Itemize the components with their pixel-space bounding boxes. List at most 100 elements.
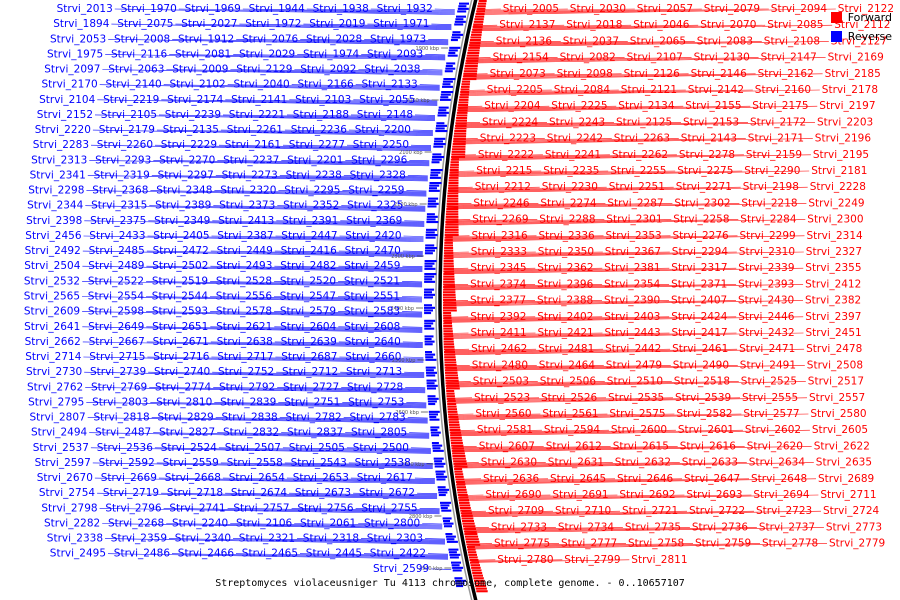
forward-gene-label[interactable]: Strvi_2517 [808, 376, 864, 388]
reverse-gene-label[interactable]: Strvi_2757 [233, 502, 289, 514]
reverse-gene-label[interactable]: Strvi_2500 [353, 442, 409, 454]
reverse-gene-label[interactable]: Strvi_2133 [361, 79, 417, 91]
reverse-gene-label[interactable]: Strvi_2754 [39, 487, 96, 499]
reverse-gene-label[interactable]: Strvi_2727 [283, 381, 339, 393]
reverse-gene-label[interactable]: Strvi_2201 [287, 154, 343, 166]
forward-gene-label[interactable]: Strvi_2612 [546, 440, 602, 452]
forward-gene-label[interactable]: Strvi_2242 [547, 133, 603, 145]
forward-gene-label[interactable]: Strvi_2336 [539, 230, 596, 242]
forward-gene-label[interactable]: Strvi_2218 [741, 197, 797, 209]
forward-gene-label[interactable]: Strvi_2430 [738, 295, 794, 307]
reverse-gene-label[interactable]: Strvi_2013 [57, 3, 113, 15]
forward-gene-label[interactable]: Strvi_2461 [672, 343, 728, 355]
forward-gene-label[interactable]: Strvi_2235 [543, 165, 599, 177]
reverse-gene-label[interactable]: Strvi_1975 [47, 48, 103, 60]
reverse-gene-label[interactable]: Strvi_2543 [291, 457, 347, 469]
reverse-gene-label[interactable]: Strvi_2670 [37, 472, 93, 484]
forward-gene-label[interactable]: Strvi_2005 [503, 3, 559, 15]
reverse-gene-label[interactable]: Strvi_2038 [364, 64, 420, 76]
reverse-gene-label[interactable]: Strvi_2832 [223, 427, 279, 439]
forward-gene-label[interactable]: Strvi_2607 [479, 440, 535, 452]
reverse-gene-label[interactable]: Strvi_2667 [89, 336, 145, 348]
reverse-gene-label[interactable]: Strvi_2617 [357, 472, 413, 484]
forward-gene-label[interactable]: Strvi_2300 [807, 214, 863, 226]
forward-gene-label[interactable]: Strvi_2424 [671, 311, 728, 323]
reverse-gene-label[interactable]: Strvi_2103 [295, 94, 351, 106]
forward-gene-label[interactable]: Strvi_2301 [606, 214, 662, 226]
reverse-gene-label[interactable]: Strvi_2063 [108, 64, 164, 76]
forward-gene-label[interactable]: Strvi_2690 [485, 489, 541, 501]
forward-gene-label[interactable]: Strvi_2287 [607, 197, 663, 209]
forward-gene-label[interactable]: Strvi_2362 [537, 262, 593, 274]
reverse-gene-label[interactable]: Strvi_2829 [157, 412, 213, 424]
reverse-gene-label[interactable]: Strvi_2520 [280, 275, 336, 287]
reverse-gene-label[interactable]: Strvi_2161 [225, 139, 281, 151]
reverse-gene-label[interactable]: Strvi_1912 [178, 33, 234, 45]
forward-gene-label[interactable]: Strvi_2602 [745, 424, 801, 436]
reverse-gene-label[interactable]: Strvi_2237 [223, 154, 279, 166]
reverse-gene-label[interactable]: Strvi_2445 [306, 548, 362, 560]
reverse-gene-label[interactable]: Strvi_2188 [293, 109, 349, 121]
forward-gene-label[interactable]: Strvi_2316 [472, 230, 529, 242]
reverse-gene-label[interactable]: Strvi_2318 [303, 533, 359, 545]
forward-gene-label[interactable]: Strvi_2204 [484, 100, 541, 112]
reverse-gene-label[interactable]: Strvi_2341 [30, 169, 86, 181]
reverse-gene-label[interactable]: Strvi_2505 [289, 442, 345, 454]
reverse-gene-label[interactable]: Strvi_2340 [175, 533, 231, 545]
forward-gene-label[interactable]: Strvi_2196 [815, 133, 872, 145]
forward-gene-label[interactable]: Strvi_2294 [672, 246, 729, 258]
forward-gene-label[interactable]: Strvi_2630 [481, 457, 537, 469]
forward-gene-label[interactable]: Strvi_2258 [673, 214, 729, 226]
forward-gene-label[interactable]: Strvi_2582 [676, 408, 732, 420]
reverse-gene-label[interactable]: Strvi_2805 [351, 427, 407, 439]
forward-gene-label[interactable]: Strvi_2046 [633, 19, 690, 31]
forward-gene-label[interactable]: Strvi_2446 [738, 311, 795, 323]
forward-gene-label[interactable]: Strvi_2314 [807, 230, 864, 242]
forward-gene-label[interactable]: Strvi_2246 [473, 197, 530, 209]
forward-gene-label[interactable]: Strvi_2539 [675, 392, 731, 404]
forward-gene-label[interactable]: Strvi_2381 [604, 262, 660, 274]
reverse-gene-label[interactable]: Strvi_1971 [373, 18, 429, 30]
reverse-gene-label[interactable]: Strvi_2239 [165, 109, 221, 121]
reverse-gene-label[interactable]: Strvi_2756 [297, 502, 354, 514]
forward-gene-label[interactable]: Strvi_2126 [624, 68, 681, 80]
forward-gene-label[interactable]: Strvi_2508 [807, 359, 863, 371]
forward-gene-label[interactable]: Strvi_2689 [818, 473, 874, 485]
reverse-gene-label[interactable]: Strvi_2486 [114, 548, 171, 560]
reverse-gene-label[interactable]: Strvi_2608 [344, 321, 400, 333]
reverse-gene-label[interactable]: Strvi_2352 [283, 200, 339, 212]
forward-gene-label[interactable]: Strvi_2223 [480, 133, 536, 145]
forward-gene-label[interactable]: Strvi_2778 [762, 538, 818, 550]
reverse-gene-label[interactable]: Strvi_2092 [300, 64, 356, 76]
forward-gene-label[interactable]: Strvi_2631 [548, 457, 604, 469]
reverse-gene-label[interactable]: Strvi_2538 [355, 457, 411, 469]
forward-gene-label[interactable]: Strvi_2577 [743, 408, 799, 420]
forward-gene-label[interactable]: Strvi_2580 [810, 408, 866, 420]
forward-gene-label[interactable]: Strvi_2274 [540, 197, 597, 209]
forward-gene-label[interactable]: Strvi_2147 [761, 52, 817, 64]
reverse-gene-label[interactable]: Strvi_2662 [25, 336, 81, 348]
forward-gene-label[interactable]: Strvi_2479 [606, 359, 662, 371]
forward-gene-label[interactable]: Strvi_2079 [704, 3, 760, 15]
forward-gene-label[interactable]: Strvi_2407 [671, 295, 727, 307]
reverse-gene-label[interactable]: Strvi_2810 [156, 396, 212, 408]
forward-gene-label[interactable]: Strvi_2518 [674, 376, 730, 388]
forward-gene-label[interactable]: Strvi_2162 [758, 68, 814, 80]
reverse-gene-label[interactable]: Strvi_2028 [306, 33, 362, 45]
reverse-gene-label[interactable]: Strvi_2236 [291, 124, 348, 136]
reverse-gene-label[interactable]: Strvi_2672 [359, 487, 415, 499]
reverse-gene-label[interactable]: Strvi_2796 [105, 502, 162, 514]
reverse-gene-label[interactable]: Strvi_2649 [88, 321, 144, 333]
forward-gene-label[interactable]: Strvi_2503 [473, 376, 529, 388]
forward-gene-label[interactable]: Strvi_2354 [604, 278, 661, 290]
forward-gene-label[interactable]: Strvi_2333 [471, 246, 527, 258]
reverse-gene-label[interactable]: Strvi_2200 [355, 124, 411, 136]
forward-gene-label[interactable]: Strvi_2327 [806, 246, 862, 258]
forward-gene-label[interactable]: Strvi_2777 [561, 538, 617, 550]
reverse-gene-label[interactable]: Strvi_2369 [346, 215, 402, 227]
forward-gene-label[interactable]: Strvi_2393 [738, 278, 794, 290]
reverse-gene-label[interactable]: Strvi_2502 [152, 260, 208, 272]
reverse-gene-label[interactable]: Strvi_2413 [218, 215, 274, 227]
forward-gene-label[interactable]: Strvi_2212 [475, 181, 531, 193]
reverse-gene-label[interactable]: Strvi_2420 [345, 230, 401, 242]
